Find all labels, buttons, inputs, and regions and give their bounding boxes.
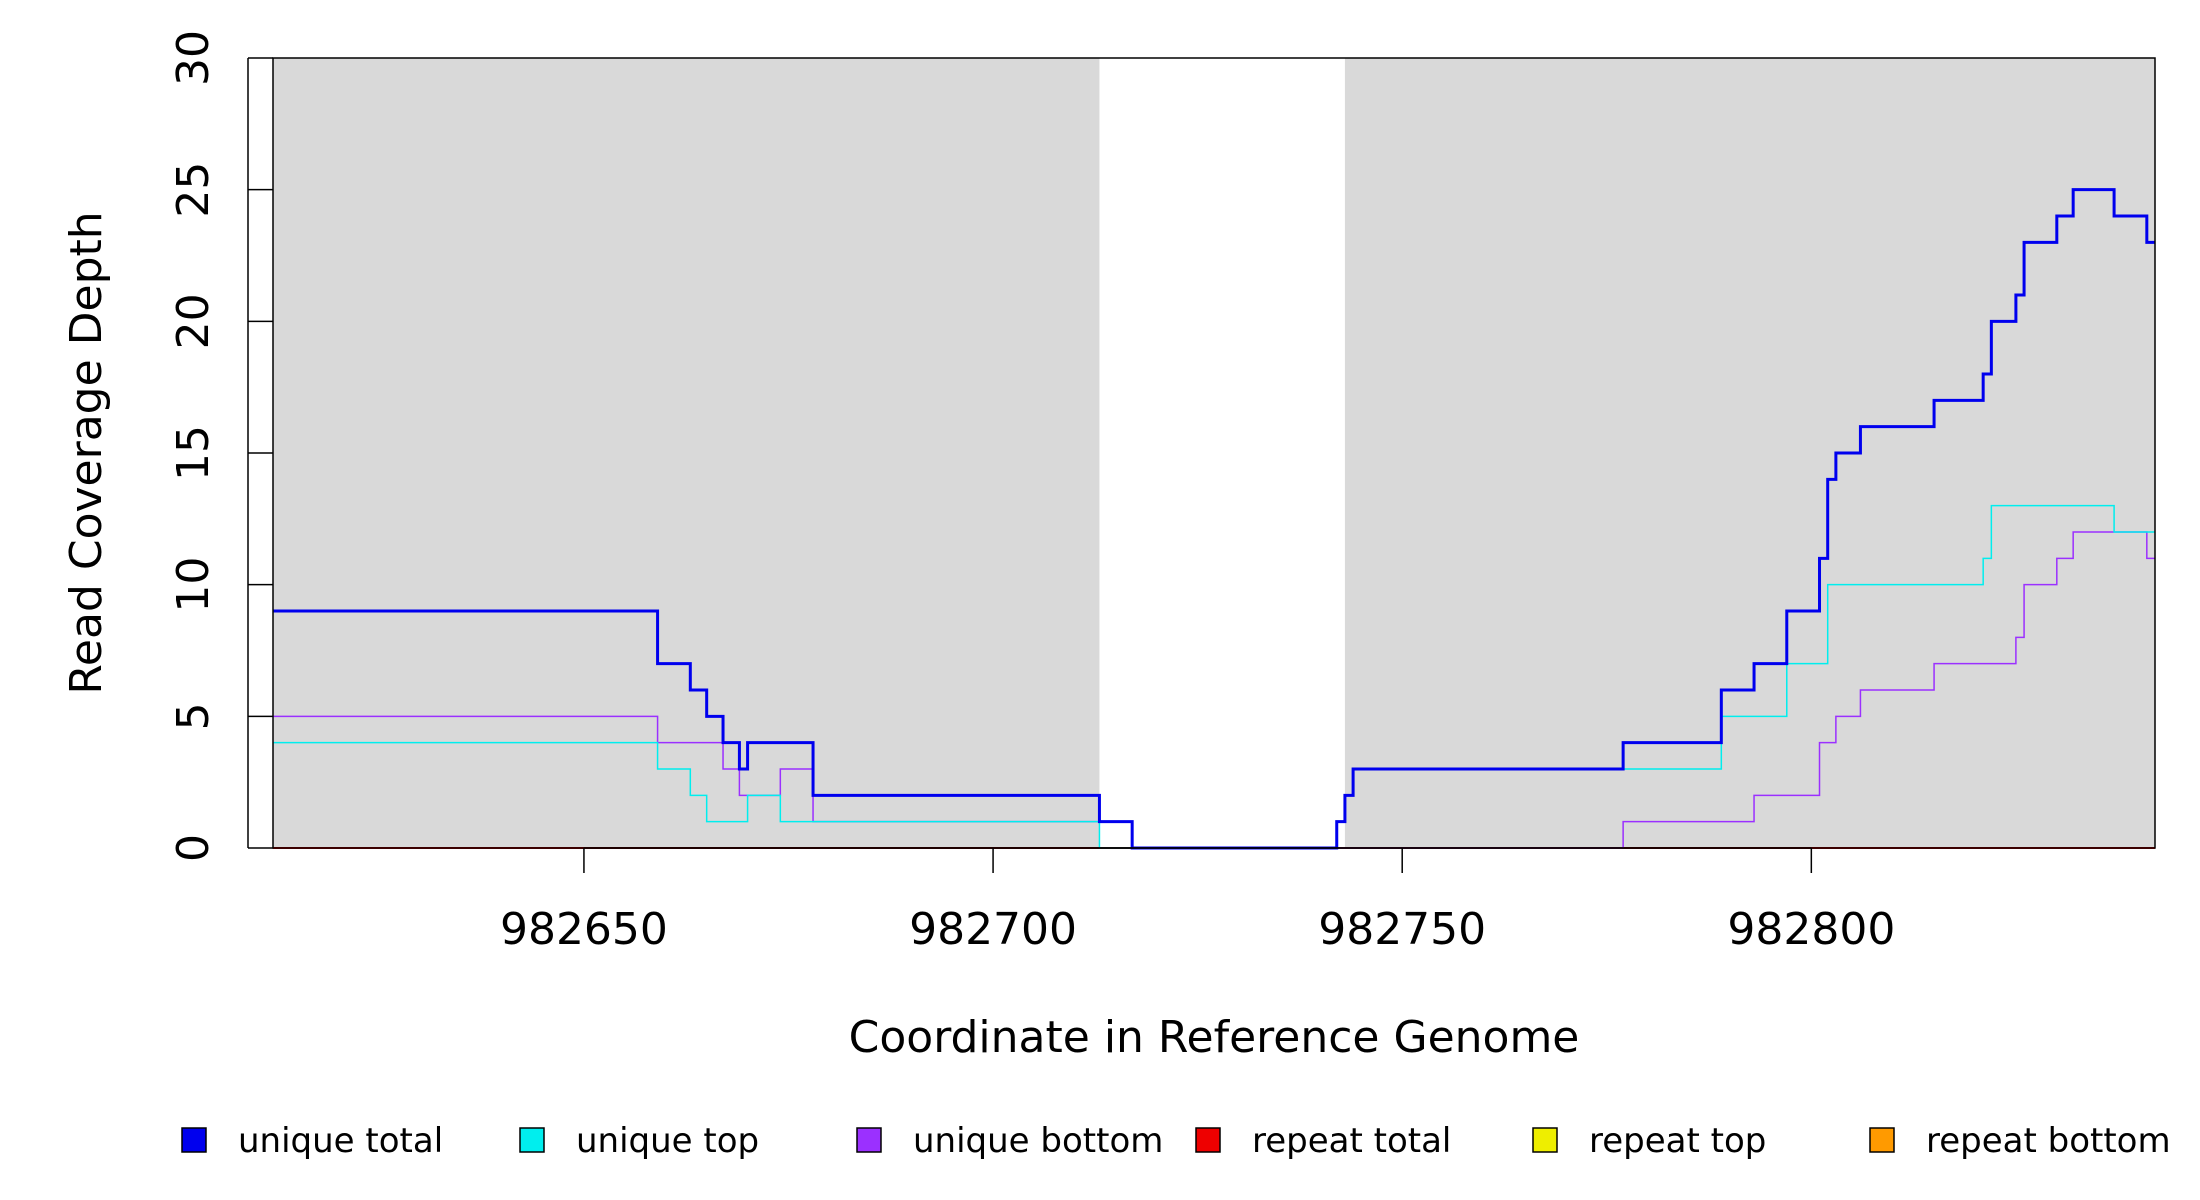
legend-label: unique bottom <box>913 1121 1163 1161</box>
y-axis-title: Read Coverage Depth <box>61 211 112 694</box>
y-tick-label: 25 <box>168 162 219 218</box>
legend-swatch <box>1532 1127 1558 1153</box>
legend-label: unique total <box>238 1121 443 1161</box>
shaded-region-2 <box>1344 58 2155 848</box>
legend-swatch <box>1195 1127 1221 1153</box>
legend-label: unique top <box>576 1121 759 1161</box>
legend-label: repeat total <box>1252 1121 1451 1161</box>
y-tick-label: 0 <box>168 834 219 862</box>
y-tick-label: 10 <box>168 557 219 613</box>
shaded-regions <box>273 58 2155 848</box>
y-tick-label: 5 <box>168 702 219 730</box>
shaded-region-1 <box>273 58 1100 848</box>
legend: unique total unique top unique bottom repea… <box>181 1121 2171 1161</box>
y-axis: 0 5 10 15 20 25 30 <box>168 30 273 862</box>
legend-label: repeat top <box>1589 1121 1766 1161</box>
y-tick-label: 15 <box>168 425 219 481</box>
x-axis: 982650 982700 982750 982800 <box>500 847 1895 955</box>
series-line-unique-total <box>273 188 2155 850</box>
x-tick-label: 982700 <box>909 904 1077 955</box>
x-tick-label: 982800 <box>1727 904 1895 955</box>
legend-label: repeat bottom <box>1926 1121 2171 1161</box>
legend-swatch <box>181 1127 207 1153</box>
y-tick-label: 30 <box>168 30 219 86</box>
legend-swatch <box>856 1127 882 1153</box>
x-tick-label: 982650 <box>500 904 668 955</box>
x-axis-title: Coordinate in Reference Genome <box>849 1012 1580 1063</box>
series-line-unique-bottom <box>273 531 2155 849</box>
legend-swatch <box>519 1127 545 1153</box>
x-tick-label: 982750 <box>1318 904 1486 955</box>
y-tick-label: 20 <box>168 293 219 349</box>
legend-swatch <box>1869 1127 1895 1153</box>
